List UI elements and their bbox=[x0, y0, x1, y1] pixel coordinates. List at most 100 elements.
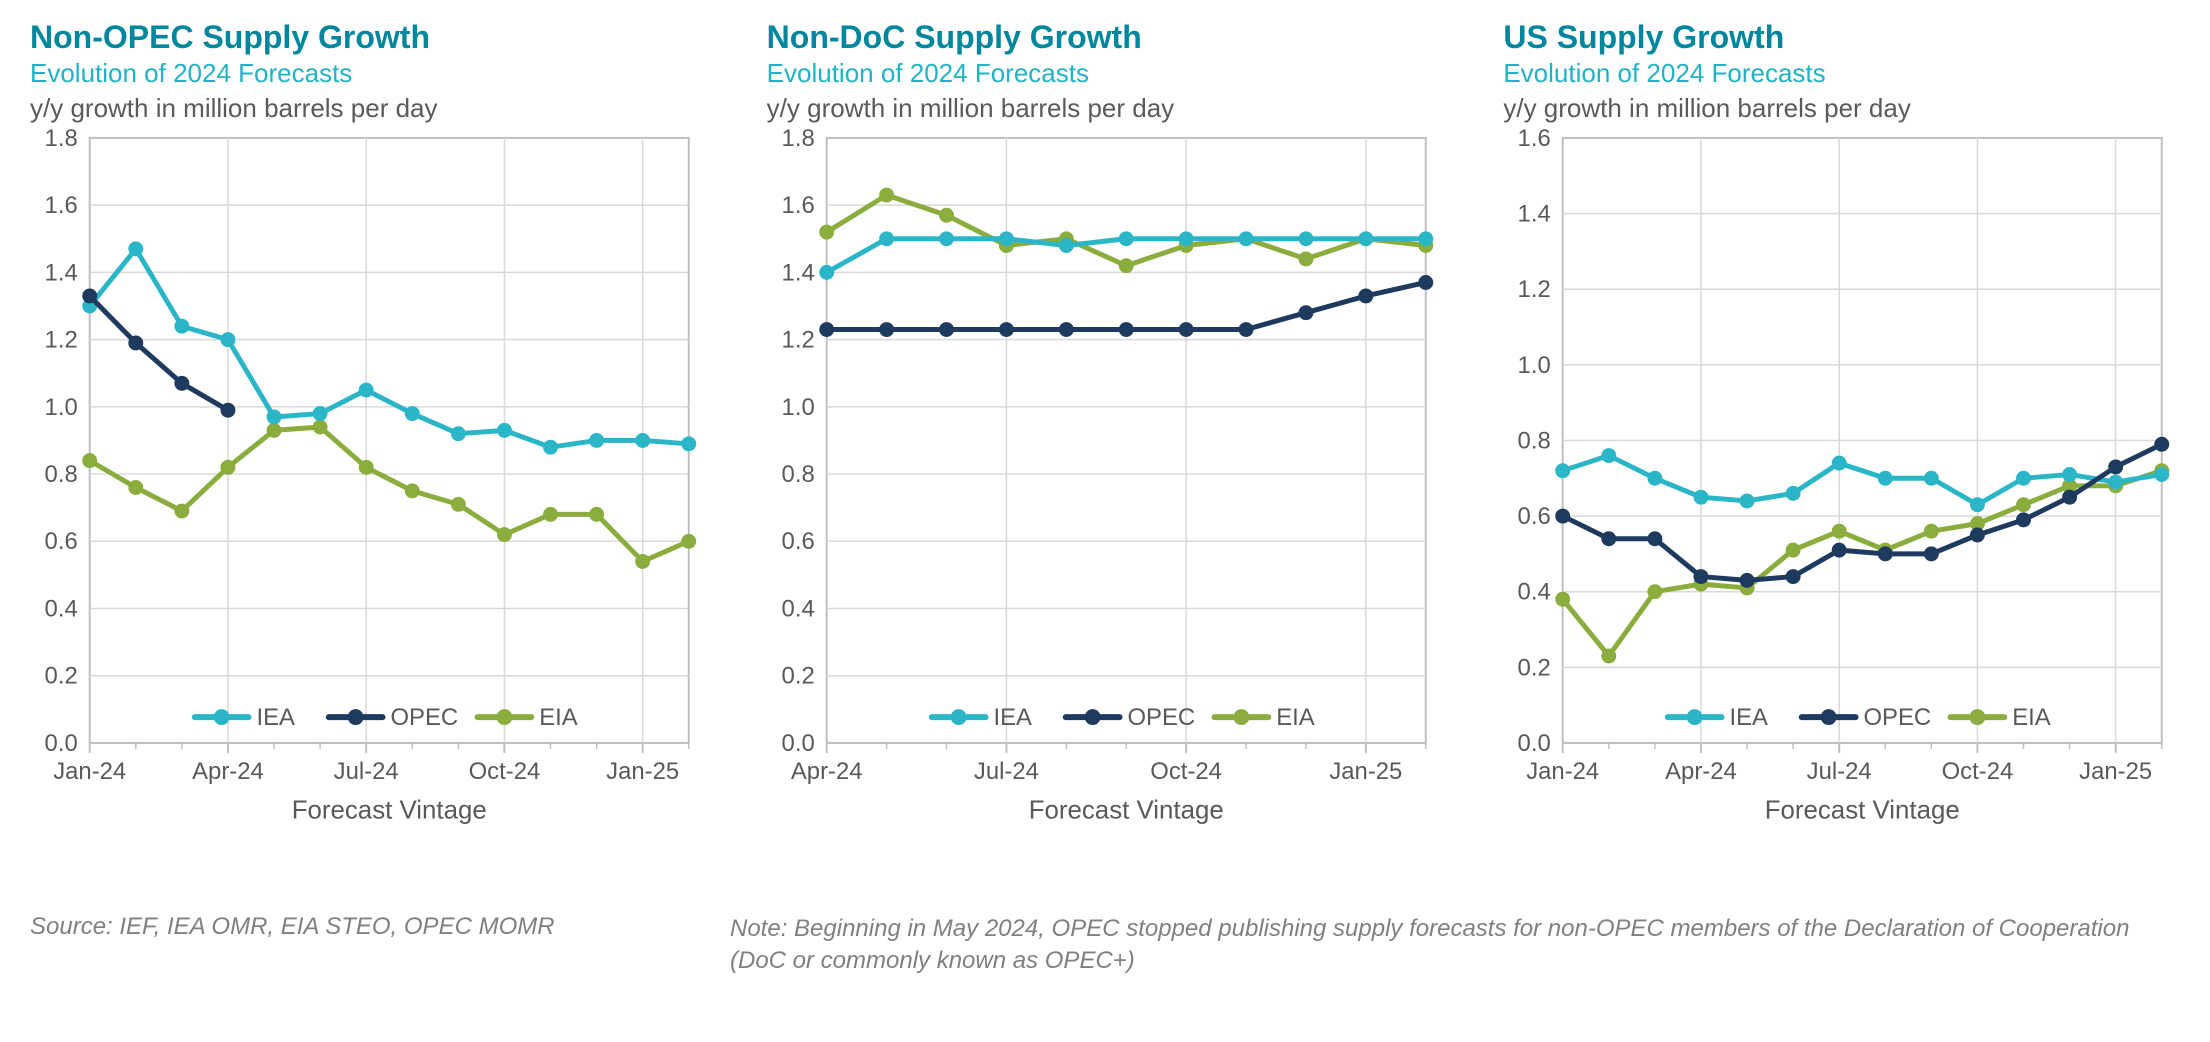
series-marker-opec bbox=[939, 323, 953, 337]
legend-item-eia: EIA bbox=[478, 704, 578, 731]
legend-item-opec: OPEC bbox=[329, 704, 458, 731]
chart-subtitle: Evolution of 2024 Forecasts bbox=[767, 59, 1444, 88]
series-marker-opec bbox=[1418, 276, 1432, 290]
series-marker-eia bbox=[497, 528, 511, 542]
series-marker-opec bbox=[1740, 574, 1754, 588]
dashboard: Non-OPEC Supply Growth Evolution of 2024 … bbox=[0, 0, 2210, 987]
series-marker-eia bbox=[590, 508, 604, 522]
series-marker-iea bbox=[1925, 472, 1939, 486]
y-tick-label: 0.4 bbox=[1518, 579, 1551, 606]
chart-title: Non-DoC Supply Growth bbox=[767, 20, 1444, 55]
chart-title: US Supply Growth bbox=[1503, 20, 2180, 55]
series-marker-opec bbox=[1059, 323, 1073, 337]
y-tick-label: 1.0 bbox=[45, 394, 78, 421]
chart-ylabel: y/y growth in million barrels per day bbox=[1503, 94, 2180, 123]
y-tick-label: 1.0 bbox=[781, 394, 814, 421]
series-marker-iea bbox=[590, 434, 604, 448]
series-marker-iea bbox=[939, 232, 953, 246]
series-marker-opec bbox=[1299, 306, 1313, 320]
legend-label: OPEC bbox=[390, 704, 458, 731]
x-axis-label: Forecast Vintage bbox=[1028, 797, 1223, 825]
y-tick-label: 0.2 bbox=[781, 663, 814, 690]
y-tick-label: 0.8 bbox=[1518, 428, 1551, 455]
y-tick-label: 0.0 bbox=[781, 730, 814, 757]
series-marker-iea bbox=[129, 242, 143, 256]
y-tick-label: 1.8 bbox=[781, 126, 814, 152]
x-axis-label: Forecast Vintage bbox=[292, 797, 487, 825]
series-marker-eia bbox=[636, 555, 650, 569]
series-marker-iea bbox=[1359, 232, 1373, 246]
series-marker-opec bbox=[2063, 491, 2077, 505]
series-marker-eia bbox=[1925, 525, 1939, 539]
series-line-opec bbox=[90, 296, 228, 410]
chart-non-doc: Non-DoC Supply Growth Evolution of 2024 F… bbox=[767, 20, 1444, 883]
series-marker-eia bbox=[451, 498, 465, 512]
chart-ylabel: y/y growth in million barrels per day bbox=[767, 94, 1444, 123]
series-marker-iea bbox=[636, 434, 650, 448]
legend-label: EIA bbox=[1276, 704, 1315, 731]
series-marker-opec bbox=[1648, 532, 1662, 546]
y-tick-label: 0.4 bbox=[781, 596, 814, 623]
series-marker-iea bbox=[2017, 472, 2031, 486]
series-marker-iea bbox=[1299, 232, 1313, 246]
series-marker-eia bbox=[544, 508, 558, 522]
series-marker-opec bbox=[2017, 513, 2031, 527]
series-marker-iea bbox=[1119, 232, 1133, 246]
series-marker-iea bbox=[497, 424, 511, 438]
series-marker-opec bbox=[1119, 323, 1133, 337]
series-marker-iea bbox=[1239, 232, 1253, 246]
x-tick-label: Jan-25 bbox=[2080, 758, 2153, 785]
series-line-iea bbox=[90, 249, 689, 447]
series-marker-iea bbox=[1556, 464, 1570, 478]
y-tick-label: 0.8 bbox=[45, 461, 78, 488]
series-marker-iea bbox=[999, 232, 1013, 246]
series-marker-opec bbox=[2109, 460, 2123, 474]
x-tick-label: Jul-24 bbox=[974, 758, 1039, 785]
series-marker-eia bbox=[221, 461, 235, 475]
series-marker-opec bbox=[2155, 438, 2169, 452]
y-tick-label: 0.6 bbox=[1518, 503, 1551, 530]
y-tick-label: 0.4 bbox=[45, 596, 78, 623]
series-marker-iea bbox=[1418, 232, 1432, 246]
y-tick-label: 1.4 bbox=[781, 260, 814, 287]
legend-item-iea: IEA bbox=[931, 704, 1031, 731]
series-marker-eia bbox=[939, 209, 953, 223]
series-marker-eia bbox=[682, 535, 696, 549]
y-tick-label: 1.8 bbox=[45, 126, 78, 152]
x-tick-label: Oct-24 bbox=[1150, 758, 1222, 785]
chart-title: Non-OPEC Supply Growth bbox=[30, 20, 707, 55]
y-tick-label: 0.2 bbox=[1518, 655, 1551, 682]
chart-subtitle: Evolution of 2024 Forecasts bbox=[1503, 59, 2180, 88]
series-marker-opec bbox=[1786, 570, 1800, 584]
series-marker-eia bbox=[359, 461, 373, 475]
series-marker-eia bbox=[1602, 649, 1616, 663]
series-marker-iea bbox=[819, 266, 833, 280]
series-marker-eia bbox=[83, 454, 97, 468]
series-marker-eia bbox=[1299, 252, 1313, 266]
legend-item-opec: OPEC bbox=[1802, 704, 1931, 731]
legend-label: EIA bbox=[539, 704, 578, 731]
series-marker-iea bbox=[682, 437, 696, 451]
chart-us: US Supply Growth Evolution of 2024 Foreca… bbox=[1503, 20, 2180, 883]
y-tick-label: 1.4 bbox=[1518, 201, 1551, 228]
y-tick-label: 0.6 bbox=[781, 529, 814, 556]
series-marker-iea bbox=[1694, 491, 1708, 505]
y-tick-label: 1.6 bbox=[781, 193, 814, 220]
y-tick-label: 1.2 bbox=[1518, 277, 1551, 304]
legend-item-iea: IEA bbox=[195, 704, 295, 731]
chart-svg: 0.00.20.40.60.81.01.21.41.61.8Jan-24Apr-… bbox=[30, 126, 707, 882]
y-tick-label: 1.2 bbox=[45, 327, 78, 354]
y-tick-label: 1.6 bbox=[45, 193, 78, 220]
series-marker-iea bbox=[2109, 475, 2123, 489]
legend-label: EIA bbox=[2013, 704, 2052, 731]
y-tick-label: 0.2 bbox=[45, 663, 78, 690]
series-marker-opec bbox=[175, 377, 189, 391]
series-marker-eia bbox=[1648, 585, 1662, 599]
series-marker-iea bbox=[359, 383, 373, 397]
series-marker-iea bbox=[879, 232, 893, 246]
legend-item-eia: EIA bbox=[1214, 704, 1314, 731]
series-marker-iea bbox=[1648, 472, 1662, 486]
series-marker-eia bbox=[1786, 544, 1800, 558]
series-marker-eia bbox=[1556, 593, 1570, 607]
legend-label: IEA bbox=[256, 704, 295, 731]
